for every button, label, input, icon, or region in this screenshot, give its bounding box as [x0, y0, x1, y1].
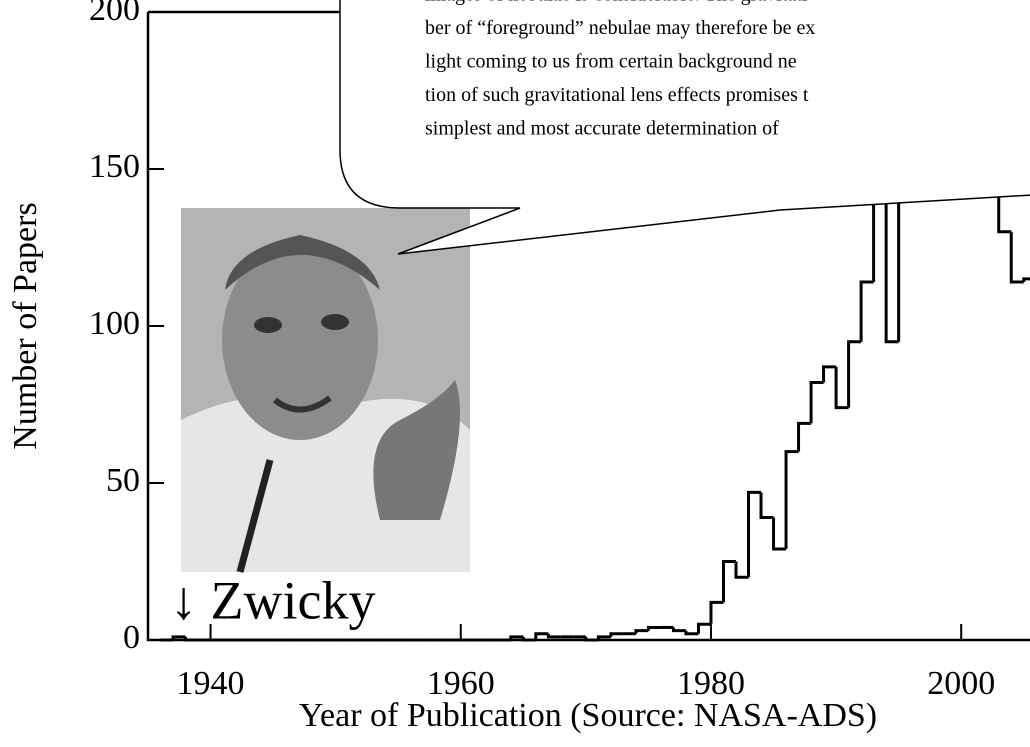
histogram-step [609, 632, 624, 637]
histogram-step [1022, 277, 1030, 283]
annotation: ↓ Zwicky [170, 570, 375, 630]
histogram-step [747, 490, 762, 578]
histogram-step [834, 366, 849, 410]
axes: 0 50 100 150 200 1940 1960 1980 2000 [89, 0, 1030, 702]
quote-line: ber of “foreground” nebulae may therefor… [425, 17, 815, 39]
histogram-step [822, 365, 837, 383]
histogram-step [809, 381, 824, 424]
quote-line: light coming to us from certain backgrou… [425, 51, 797, 73]
x-tick-label: 1980 [677, 665, 745, 702]
histogram-step [546, 633, 561, 639]
histogram-step [684, 630, 699, 636]
histogram-step [797, 421, 812, 452]
histogram-step [847, 340, 862, 408]
histogram-step [184, 636, 199, 642]
histogram-step [772, 517, 787, 551]
quote-line: images of nebulae is considerable. The g… [425, 0, 808, 6]
quote-text: images of nebulae is considerable. The g… [425, 0, 815, 140]
quote-line: simplest and most accurate determination… [425, 118, 779, 140]
histogram-step [171, 635, 186, 640]
histogram-step [596, 635, 611, 640]
histogram-step [859, 280, 874, 342]
speech-bubble [339, 0, 1030, 255]
histogram-step [509, 635, 524, 640]
histogram-step [521, 636, 536, 642]
histogram-step [534, 632, 549, 640]
y-tick-label: 150 [89, 148, 140, 185]
histogram-step [709, 600, 724, 625]
histogram-step [696, 622, 711, 634]
quote-line: tion of such gravitational lens effects … [425, 84, 809, 106]
y-tick-label: 100 [89, 305, 140, 342]
histogram-step [646, 625, 661, 631]
histogram-step [634, 629, 649, 634]
y-tick-label: 50 [106, 462, 140, 499]
x-tick-label: 1960 [427, 665, 495, 702]
histogram-step [784, 450, 799, 549]
photo [181, 208, 470, 573]
y-tick-label: 0 [123, 619, 140, 656]
histogram-step [1009, 231, 1024, 284]
x-axis-title: Year of Publication (Source: NASA-ADS) [299, 697, 877, 734]
histogram-step [721, 560, 736, 603]
y-tick-label: 200 [89, 0, 140, 28]
histogram-step [584, 636, 599, 642]
y-axis-title: Number of Papers [7, 202, 44, 449]
histogram-step [734, 561, 749, 579]
x-tick-label: 1940 [177, 665, 245, 702]
x-tick-label: 2000 [927, 665, 995, 702]
histogram-step [671, 627, 686, 633]
histogram-step [759, 492, 774, 520]
